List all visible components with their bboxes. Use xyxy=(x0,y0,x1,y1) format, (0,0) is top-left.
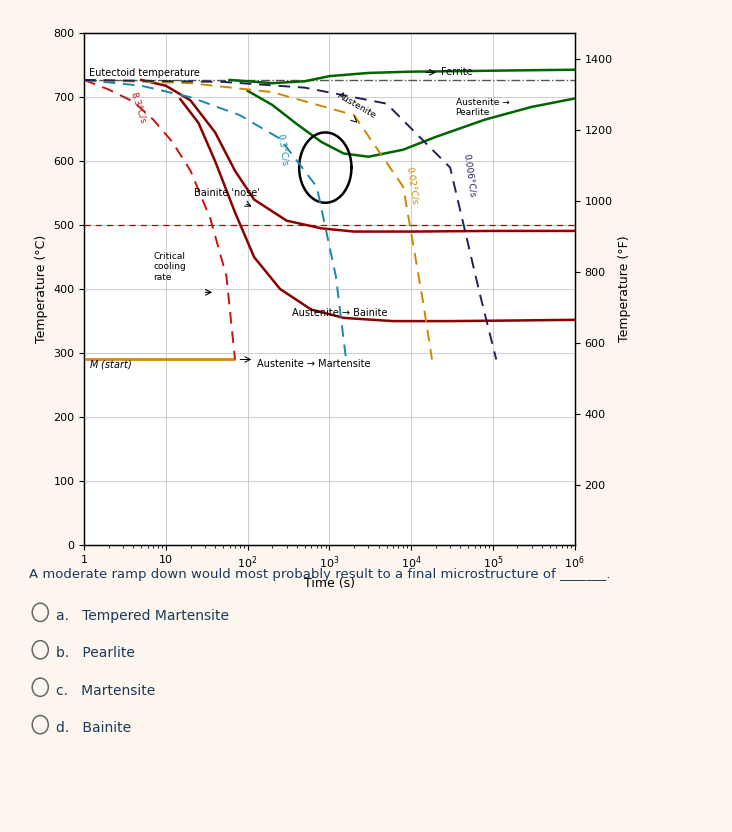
Text: Bainite 'nose': Bainite 'nose' xyxy=(194,188,260,198)
Text: Austenite →
Pearlite: Austenite → Pearlite xyxy=(455,97,509,117)
Y-axis label: Temperature (°F): Temperature (°F) xyxy=(618,235,631,343)
Text: Eutectoid temperature: Eutectoid temperature xyxy=(89,68,200,78)
Text: 8.3°C/s: 8.3°C/s xyxy=(129,91,147,125)
Text: Critical
cooling
rate: Critical cooling rate xyxy=(153,252,186,281)
Text: Austenite → Martensite: Austenite → Martensite xyxy=(257,359,370,369)
Text: Austenite: Austenite xyxy=(336,91,378,121)
Text: Ferrite: Ferrite xyxy=(441,67,472,77)
Text: 0.006°C/s: 0.006°C/s xyxy=(462,153,477,198)
X-axis label: Time (s): Time (s) xyxy=(304,577,355,590)
Text: d.   Bainite: d. Bainite xyxy=(56,721,132,735)
Text: $M$ (start): $M$ (start) xyxy=(89,359,132,371)
Y-axis label: Temperature (°C): Temperature (°C) xyxy=(35,235,48,344)
Text: A moderate ramp down would most probably result to a final microstructure of ___: A moderate ramp down would most probably… xyxy=(29,568,610,582)
Text: 0.02°C/s: 0.02°C/s xyxy=(406,166,419,205)
Text: b.   Pearlite: b. Pearlite xyxy=(56,646,135,661)
Text: a.   Tempered Martensite: a. Tempered Martensite xyxy=(56,609,229,623)
Text: Austenite → Bainite: Austenite → Bainite xyxy=(292,308,388,318)
Text: c.   Martensite: c. Martensite xyxy=(56,684,156,698)
Text: 0.3°C/s: 0.3°C/s xyxy=(276,133,289,166)
